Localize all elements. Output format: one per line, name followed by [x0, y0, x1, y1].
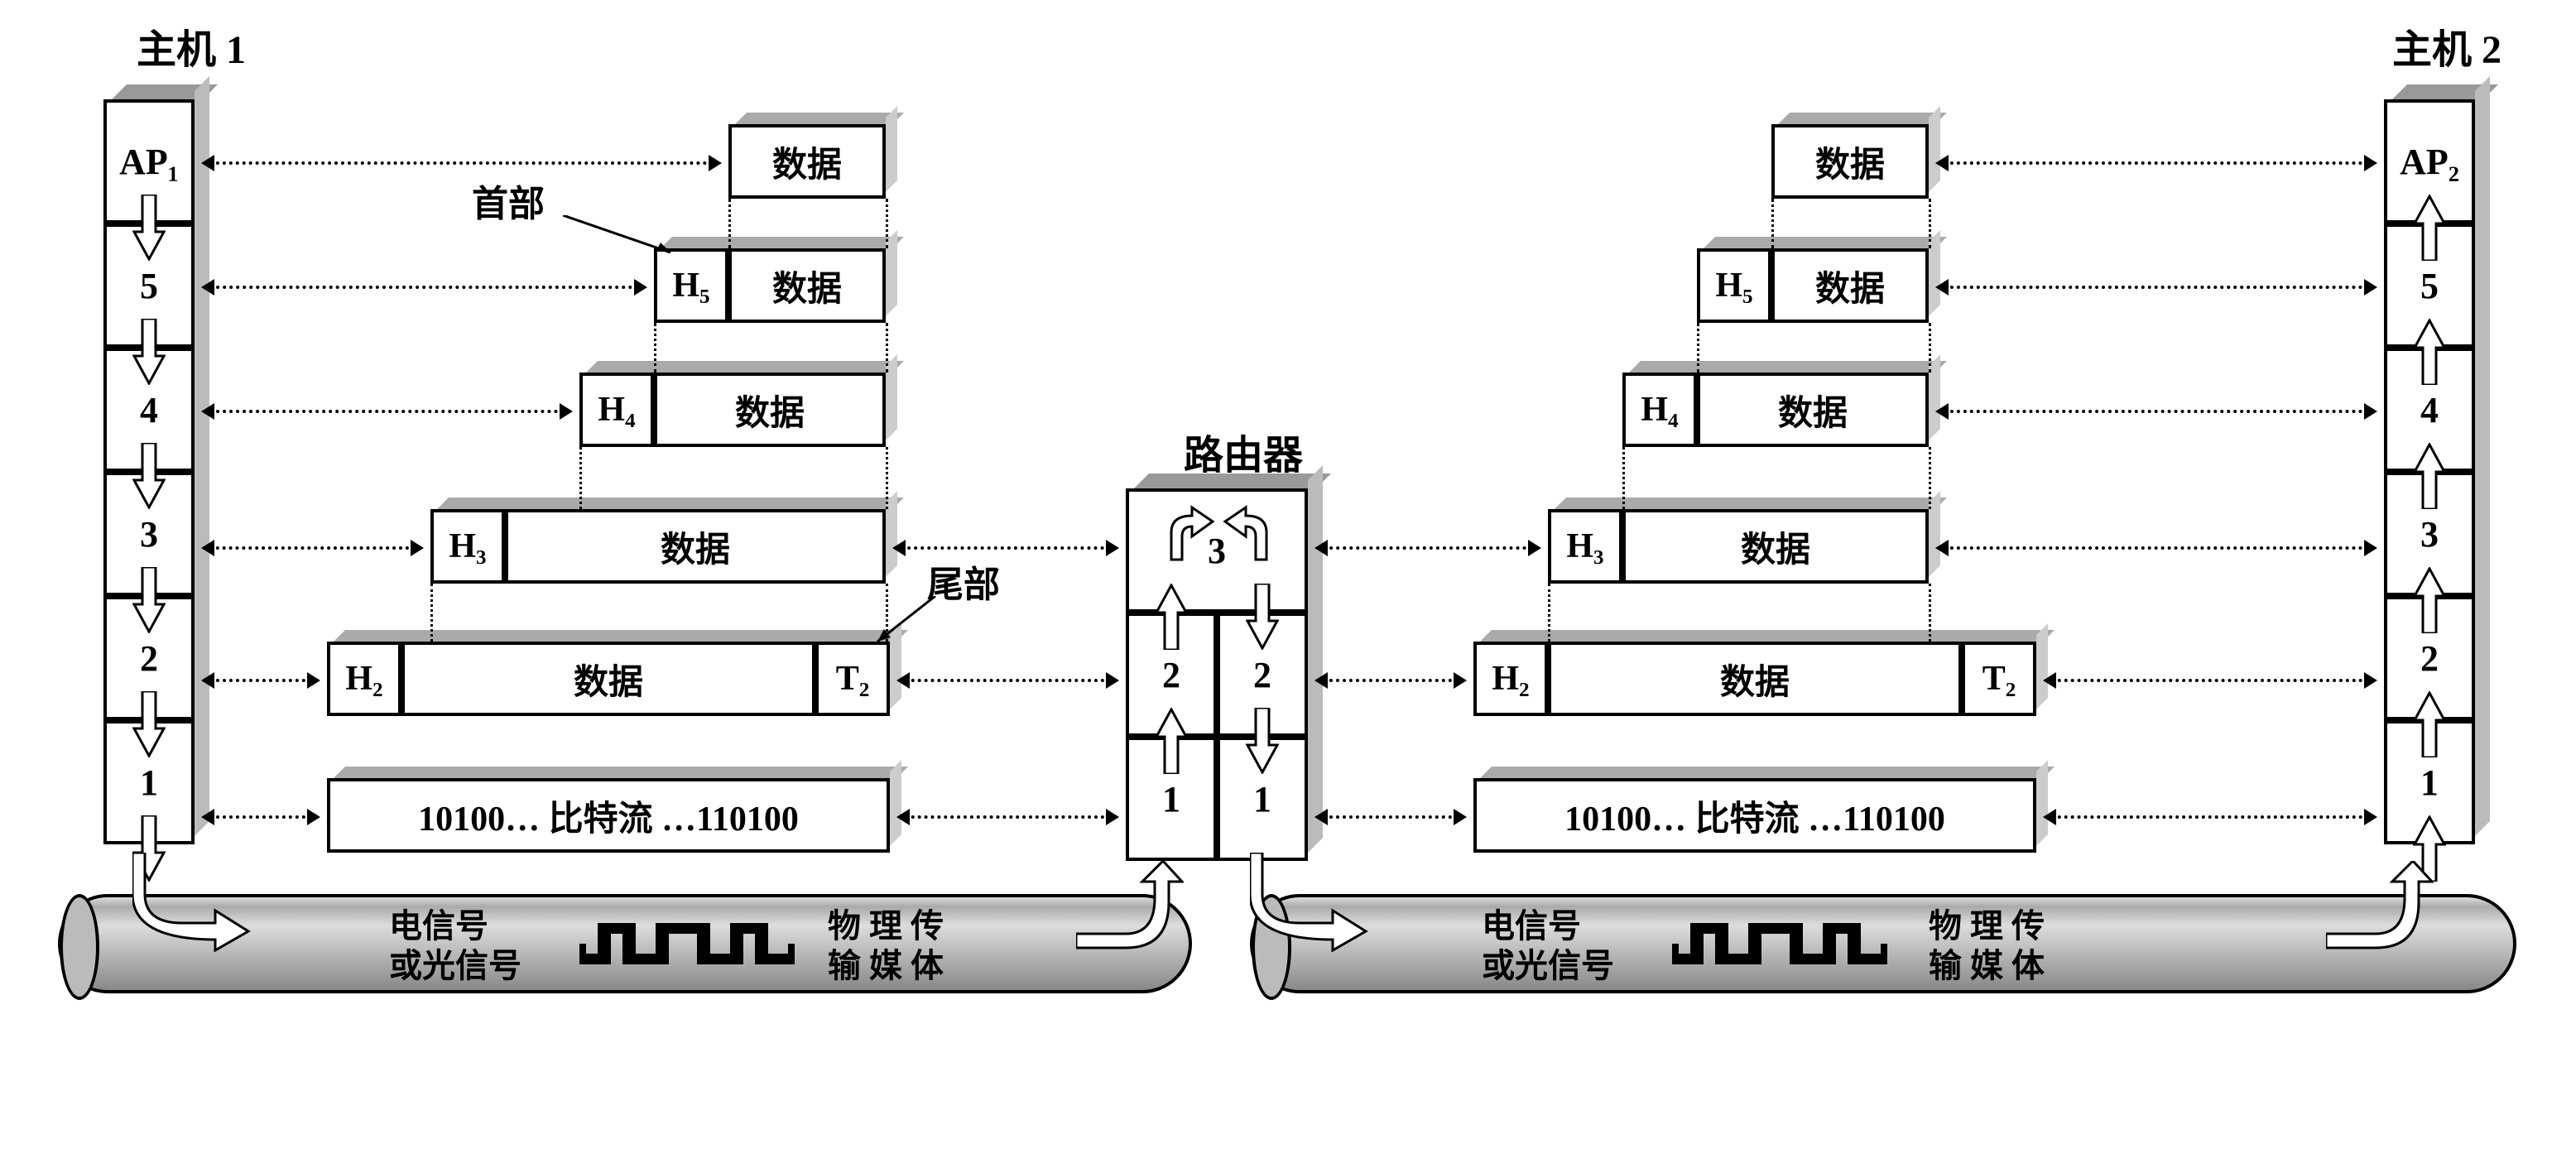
r-arrow-up2-l: [1155, 584, 1188, 650]
pkt-l-4: H₄ 数据: [579, 373, 886, 447]
vd-l-4: [886, 323, 888, 373]
vd-l-5: [579, 447, 582, 509]
h4-seg: H₄: [1622, 373, 1697, 447]
trailer-ptr: [869, 596, 944, 658]
router-to-cyl-r: [1250, 853, 1374, 956]
dl-r-ap: [1937, 161, 2376, 165]
data-seg: 数据: [401, 642, 815, 716]
r-arrow-dn-r: [1246, 584, 1279, 650]
vd-r-3: [1697, 323, 1699, 373]
cyl-to-h2: [2326, 861, 2434, 956]
pkt-r-1: 10100… 比特流 …110100: [1473, 778, 2036, 853]
dl-r-5: [1937, 286, 2376, 289]
h2-arrow-4: [2413, 567, 2446, 633]
data-seg: 数据: [1622, 509, 1929, 584]
vd-l-2: [886, 199, 888, 248]
h5-seg: H₅: [1697, 248, 1771, 323]
header-label: 首部: [472, 174, 545, 227]
wave-l: [579, 923, 795, 964]
vd-r-4: [1929, 323, 1931, 373]
h3-seg: H₃: [1548, 509, 1622, 584]
pkt-r-5: H₅ 数据: [1697, 248, 1929, 323]
pkt-r-4: H₄ 数据: [1622, 373, 1929, 447]
vd-l-3: [654, 323, 656, 373]
h1-arrow-2: [132, 319, 166, 385]
vd-r-7: [1548, 584, 1550, 642]
host2-label: 主机 2: [2392, 17, 2502, 75]
data-seg: 数据: [728, 248, 886, 323]
dl-r2-router: [1316, 679, 1465, 682]
h1-arrow-1: [132, 195, 166, 261]
dl-l-3: [203, 546, 422, 550]
data-seg: 数据: [1771, 248, 1929, 323]
signal-label-r: 电信号 或光信号: [1482, 906, 1614, 986]
h1-to-cyl: [132, 853, 257, 956]
h2-seg: H₂: [1473, 642, 1548, 716]
data-seg: 数据: [1548, 642, 1962, 716]
dl-r3-router: [1316, 546, 1540, 550]
header-ptr: [563, 215, 679, 261]
network-layer-diagram: 主机 1 主机 2 路由器 AP₁ 5 4 3 2 1 AP₂ 5 4 3 2 …: [17, 17, 2559, 1156]
pkt-l-3: H₃ 数据: [430, 509, 886, 584]
vd-r-6: [1929, 447, 1931, 509]
vd-l-6: [886, 447, 888, 509]
dl-r-3: [1937, 546, 2376, 550]
vd-r-2: [1929, 199, 1931, 248]
data-seg: 数据: [728, 124, 886, 199]
dl-l2-router: [898, 679, 1117, 682]
dl-r-4: [1937, 410, 2376, 413]
t2-seg: T₂: [1962, 642, 2036, 716]
dl-l-5: [203, 286, 646, 289]
host1-label: 主机 1: [137, 17, 246, 75]
dl-r-1: [2045, 815, 2376, 819]
vd-r-1: [1771, 199, 1774, 248]
vd-r-8: [1929, 584, 1931, 642]
medium-label-r: 物 理 传 输 媒 体: [1929, 906, 2045, 986]
dl-r1-router: [1316, 815, 1465, 819]
dl-l-ap: [203, 161, 720, 165]
pkt-l-1: 10100… 比特流 …110100: [327, 778, 890, 853]
pkt-l-2: H₂ 数据 T₂: [327, 642, 890, 716]
pkt-l-ap: 数据: [728, 124, 886, 199]
pkt-r-3: H₃ 数据: [1548, 509, 1929, 584]
h1-arrow-4: [132, 567, 166, 633]
h2-arrow-2: [2413, 319, 2446, 385]
data-seg: 数据: [505, 509, 886, 584]
vd-l-1: [728, 199, 731, 248]
vd-l-8: [886, 584, 888, 642]
bitstream-seg: 10100… 比特流 …110100: [327, 778, 890, 853]
dl-l-4: [203, 410, 571, 413]
pkt-r-ap: 数据: [1771, 124, 1929, 199]
h1-arrow-5: [132, 691, 166, 757]
pkt-l-5: H₅ 数据: [654, 248, 886, 323]
h2-arrow-3: [2413, 443, 2446, 509]
pkt-r-2: H₂ 数据 T₂: [1473, 642, 2036, 716]
vd-l-7: [430, 584, 433, 642]
wave-r: [1672, 923, 1887, 964]
cyl-to-router-l: [1076, 861, 1184, 956]
dl-l1-router: [898, 815, 1117, 819]
h3-seg: H₃: [430, 509, 505, 584]
r-curve-l: [1151, 503, 1217, 565]
r-arrow-dn2-r: [1246, 708, 1279, 774]
data-seg: 数据: [654, 373, 886, 447]
dl-l-1: [203, 815, 319, 819]
data-seg: 数据: [1771, 124, 1929, 199]
dl-l3-router: [894, 546, 1117, 550]
router-label: 路由器: [1184, 422, 1303, 480]
vd-r-5: [1622, 447, 1625, 509]
signal-label-l: 电信号 或光信号: [389, 906, 521, 986]
h2-seg: H₂: [327, 642, 401, 716]
r-curve-r: [1221, 503, 1287, 565]
medium-label-l: 物 理 传 输 媒 体: [828, 906, 944, 986]
dl-l-2: [203, 679, 319, 682]
h1-arrow-3: [132, 443, 166, 509]
h4-seg: H₄: [579, 373, 654, 447]
r-arrow-up-l: [1155, 708, 1188, 774]
dl-r-2: [2045, 679, 2376, 682]
data-seg: 数据: [1697, 373, 1929, 447]
bitstream-seg: 10100… 比特流 …110100: [1473, 778, 2036, 853]
h2-arrow-1: [2413, 195, 2446, 261]
h2-arrow-5: [2413, 691, 2446, 757]
